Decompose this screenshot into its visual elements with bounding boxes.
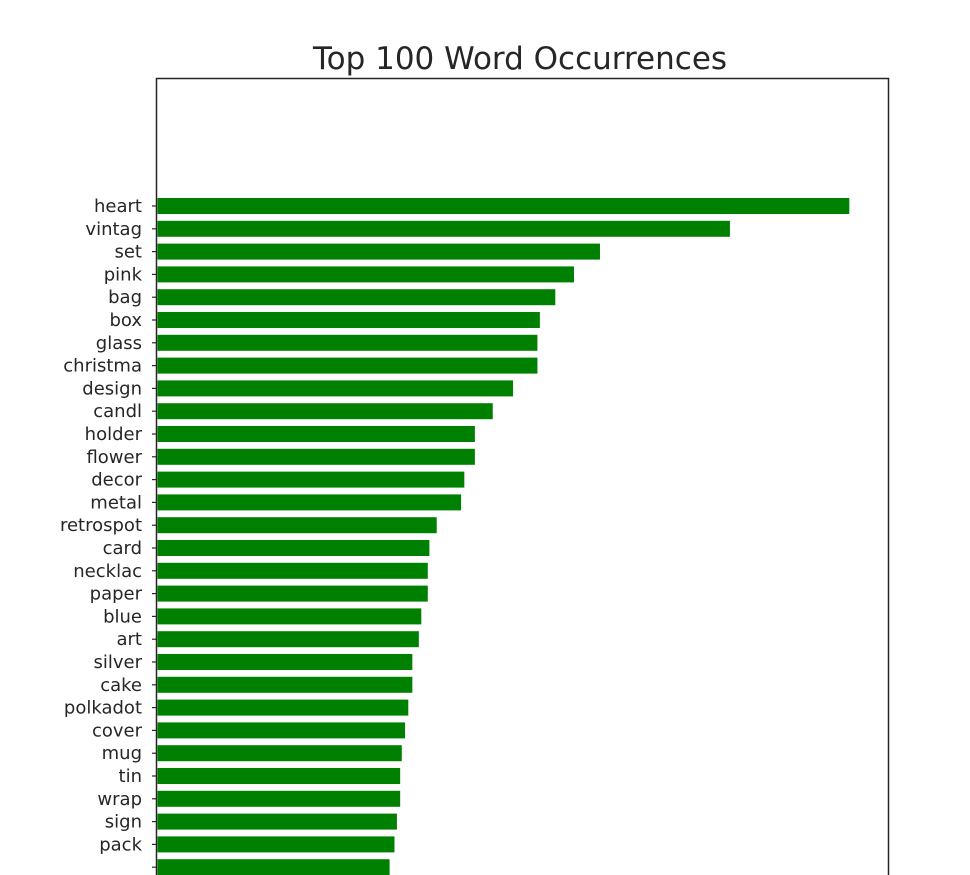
y-tick-label: heart <box>94 196 142 217</box>
bar-blue <box>156 607 423 626</box>
bar-polkadot <box>156 698 410 717</box>
y-tick-label: necklac <box>73 561 142 582</box>
bar-necklac <box>156 561 429 580</box>
bar-cake <box>156 675 414 694</box>
y-tick-label: metal <box>90 492 142 513</box>
y-tick-label: cover <box>92 720 143 741</box>
bar-vintag <box>156 219 731 238</box>
plot-frame <box>155 77 890 875</box>
y-tick-label: holder <box>85 424 143 445</box>
y-tick-label: retrospot <box>60 515 142 536</box>
bars <box>156 197 851 875</box>
bar-decor <box>156 470 466 489</box>
bar-metal <box>156 493 463 512</box>
y-tick-labels: heartvintagsetpinkbagboxglasschristmades… <box>60 196 143 855</box>
bar-tin <box>156 767 402 785</box>
bar-cover <box>156 721 407 740</box>
y-tick-label: tin <box>119 766 142 787</box>
y-tick-label: blue <box>103 606 142 627</box>
y-tick-label: cake <box>100 675 142 696</box>
y-tick-label: paper <box>90 584 143 605</box>
bar-set <box>156 242 601 261</box>
bar-art <box>156 630 420 649</box>
bar-silver <box>156 653 414 671</box>
bar-candl <box>156 402 494 421</box>
y-tick-label: decor <box>91 470 142 491</box>
y-tick-label: polkadot <box>64 698 142 719</box>
bar-paper <box>156 584 429 603</box>
bar-box <box>156 311 541 329</box>
bar-pink <box>156 265 575 284</box>
y-tick-label: christma <box>63 356 142 377</box>
chart-title: Top 100 Word Occurrences <box>312 41 727 77</box>
bar-wrap <box>156 789 402 808</box>
y-tick-label: card <box>103 538 142 559</box>
y-tick-label: glass <box>96 333 142 354</box>
bar-holder <box>156 425 476 443</box>
y-tick-label: sign <box>105 812 142 833</box>
y-tick-label: pink <box>104 264 143 285</box>
y-tick-label: bag <box>108 287 142 308</box>
y-tick-label: candl <box>93 401 142 422</box>
y-tick-label: pack <box>99 834 142 855</box>
bar-bag <box>156 288 557 307</box>
y-tick-label: vintag <box>85 219 142 240</box>
bar-card <box>156 539 431 557</box>
y-tick-label: box <box>109 310 142 331</box>
bar-design <box>156 379 515 398</box>
y-tick-label: set <box>114 242 142 263</box>
bar-glass <box>156 333 539 352</box>
y-tick-label: design <box>82 378 142 399</box>
y-tick-label: wrap <box>97 789 142 810</box>
y-tick-label: flower <box>86 447 142 468</box>
bar-flower <box>156 447 476 466</box>
y-tick-label: mug <box>102 743 142 764</box>
bar-pack <box>156 835 396 854</box>
bar-retrospot <box>156 516 438 535</box>
bar-christma <box>156 356 539 375</box>
bar-mug <box>156 744 403 763</box>
bar-heart <box>156 197 851 215</box>
bar-sign <box>156 812 398 831</box>
y-tick-label: silver <box>93 652 142 673</box>
y-tick-label: art <box>117 629 143 650</box>
bar-unlabeled <box>156 858 391 875</box>
